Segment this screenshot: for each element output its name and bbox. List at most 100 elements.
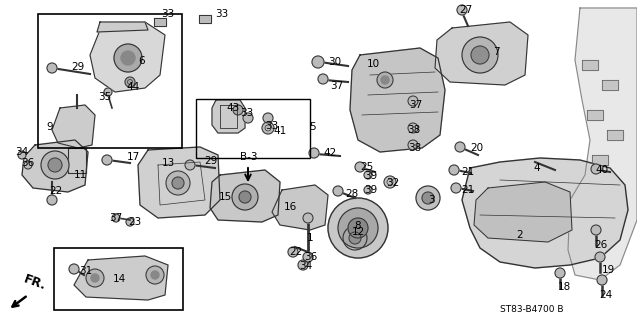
Text: 24: 24 (599, 290, 613, 300)
Circle shape (243, 113, 253, 123)
Text: 33: 33 (240, 108, 254, 118)
Text: 12: 12 (352, 227, 364, 237)
Circle shape (377, 72, 393, 88)
Text: 42: 42 (324, 148, 336, 158)
Polygon shape (74, 256, 168, 300)
Bar (602, 80, 618, 90)
Circle shape (312, 56, 324, 68)
Circle shape (125, 77, 135, 87)
Circle shape (104, 88, 112, 96)
Circle shape (348, 218, 368, 238)
Polygon shape (90, 22, 165, 92)
Text: 32: 32 (387, 178, 399, 188)
Circle shape (462, 37, 498, 73)
Bar (54, 248, 183, 310)
Circle shape (364, 171, 372, 179)
Polygon shape (350, 48, 445, 152)
Text: 39: 39 (364, 185, 378, 195)
Circle shape (303, 213, 313, 223)
Circle shape (408, 123, 418, 133)
Text: 38: 38 (408, 143, 422, 153)
Circle shape (47, 63, 57, 73)
Text: 37: 37 (110, 213, 123, 223)
Bar (592, 155, 608, 165)
Circle shape (408, 140, 418, 150)
Text: 33: 33 (215, 9, 229, 19)
Circle shape (471, 46, 489, 64)
Bar (587, 110, 603, 120)
Circle shape (86, 269, 104, 287)
Text: 35: 35 (98, 92, 111, 102)
Text: 44: 44 (126, 82, 140, 92)
Circle shape (595, 252, 605, 262)
Polygon shape (97, 22, 148, 32)
Circle shape (355, 162, 365, 172)
Text: 7: 7 (492, 47, 499, 57)
Polygon shape (138, 147, 220, 218)
Polygon shape (22, 140, 88, 192)
Circle shape (146, 266, 164, 284)
Text: 43: 43 (226, 103, 240, 113)
Polygon shape (52, 105, 95, 148)
Text: 3: 3 (427, 195, 434, 205)
Text: 21: 21 (461, 185, 475, 195)
Circle shape (91, 274, 99, 282)
Circle shape (328, 198, 388, 258)
Text: 28: 28 (345, 189, 359, 199)
Circle shape (416, 186, 440, 210)
Polygon shape (462, 158, 628, 268)
Circle shape (449, 165, 459, 175)
Bar (199, 15, 211, 23)
Polygon shape (435, 22, 528, 85)
Circle shape (591, 164, 601, 174)
Text: 36: 36 (304, 252, 318, 262)
Text: 1: 1 (306, 233, 313, 243)
Circle shape (318, 74, 328, 84)
Text: 25: 25 (361, 162, 374, 172)
Text: 15: 15 (218, 192, 232, 202)
Circle shape (451, 183, 461, 193)
Text: 21: 21 (461, 167, 475, 177)
Polygon shape (212, 100, 245, 133)
Circle shape (364, 186, 372, 194)
Circle shape (47, 195, 57, 205)
Circle shape (41, 151, 69, 179)
Circle shape (457, 5, 467, 15)
Text: 2: 2 (517, 230, 524, 240)
Text: 37: 37 (410, 100, 422, 110)
Circle shape (384, 176, 396, 188)
Text: 18: 18 (557, 282, 571, 292)
Text: 29: 29 (71, 62, 85, 72)
Text: 9: 9 (47, 122, 54, 132)
Text: 33: 33 (161, 9, 175, 19)
Text: 17: 17 (126, 152, 140, 162)
Text: 30: 30 (329, 57, 341, 67)
Text: 41: 41 (273, 126, 287, 136)
Bar (38, 14, 182, 148)
Circle shape (262, 122, 274, 134)
Polygon shape (474, 182, 572, 242)
Circle shape (309, 148, 319, 158)
Polygon shape (272, 185, 328, 230)
Circle shape (288, 247, 298, 257)
Polygon shape (568, 8, 637, 280)
Circle shape (349, 232, 361, 244)
Circle shape (263, 113, 273, 123)
Text: B-3: B-3 (240, 152, 258, 162)
Text: 36: 36 (22, 158, 34, 168)
Circle shape (597, 275, 607, 285)
Text: 19: 19 (601, 265, 615, 275)
Text: 20: 20 (471, 143, 483, 153)
Circle shape (333, 186, 343, 196)
Text: 34: 34 (15, 147, 29, 157)
Circle shape (233, 105, 243, 115)
Circle shape (102, 155, 112, 165)
Circle shape (121, 51, 135, 65)
Bar (154, 18, 166, 26)
Text: 29: 29 (204, 156, 218, 166)
Circle shape (18, 151, 26, 159)
Circle shape (239, 191, 251, 203)
Text: 22: 22 (289, 247, 303, 257)
Text: 31: 31 (80, 266, 92, 276)
Circle shape (172, 177, 184, 189)
